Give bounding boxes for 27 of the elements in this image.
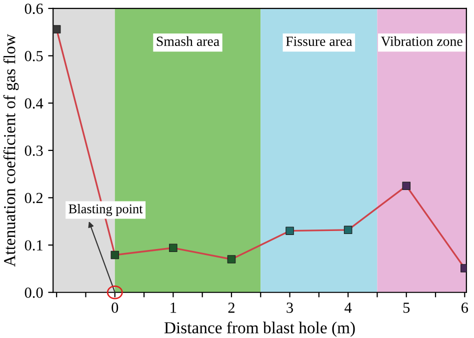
y-tick-label: 0.3 (24, 146, 43, 156)
point (286, 226, 294, 236)
point (402, 182, 411, 190)
band-label: Vibration zone (380, 36, 462, 46)
x-axis-title: Distance from blast hole (m) (164, 322, 355, 337)
point (169, 244, 178, 252)
x-tick-label: 6 (462, 302, 468, 313)
band-label: Fissure area (286, 36, 352, 46)
y-tick-label: 0.4 (24, 98, 44, 109)
x-tick-label: 5 (403, 302, 410, 313)
x-tick-label: 2 (228, 302, 234, 313)
x-tick-label: 4 (344, 302, 352, 313)
point (53, 25, 61, 34)
y-tick-label: 0.6 (24, 4, 43, 14)
y-tick-label: 0.5 (24, 50, 43, 62)
annotation: Blasting point (68, 204, 143, 216)
y-tick-label: 0.2 (24, 192, 43, 204)
point (344, 226, 352, 234)
x-tick-label: 1 (170, 302, 176, 313)
x-tick-label: 3 (286, 302, 293, 313)
x-tick-label: 0 (112, 302, 118, 313)
point (110, 250, 120, 260)
y-tick-label: 0.1 (24, 240, 42, 251)
band-label: Smash area (156, 36, 220, 46)
y-axis-title: Attenuation coefficient of gas flow (3, 34, 19, 267)
point (227, 255, 236, 264)
y-tick-label: 0.0 (24, 288, 43, 298)
